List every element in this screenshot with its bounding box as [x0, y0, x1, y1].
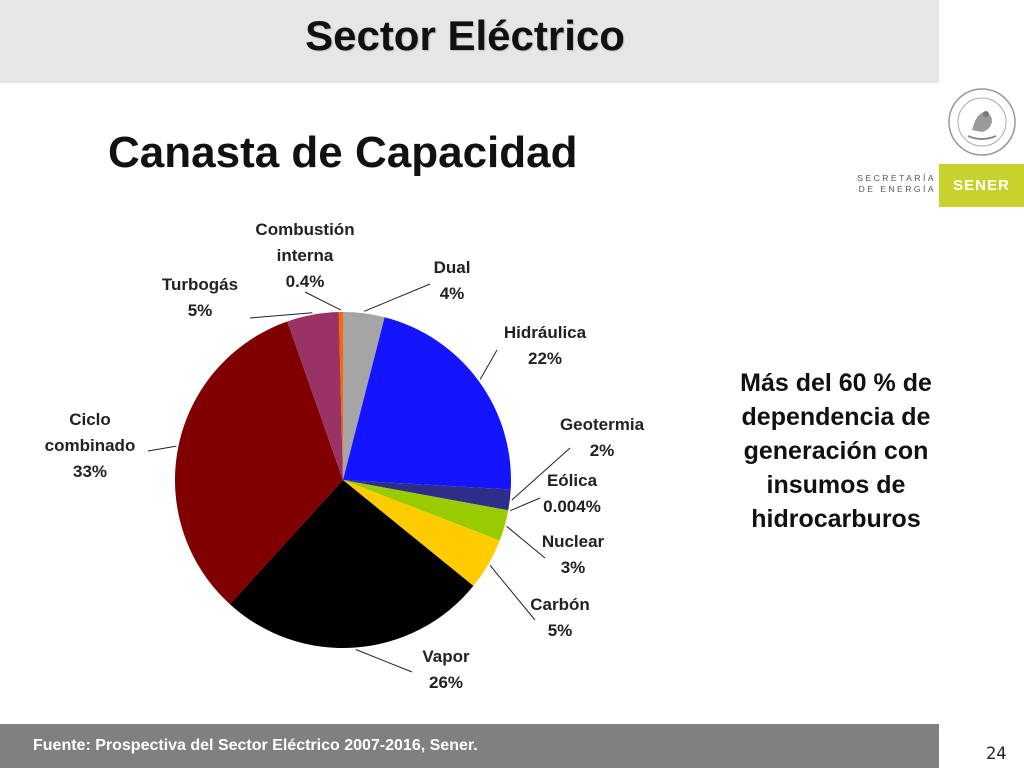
note-line: dependencia de — [741, 403, 931, 431]
sener-logo: SENER — [939, 164, 1024, 207]
pie-label-line: Dual — [434, 258, 471, 277]
note-line: generación con — [743, 437, 929, 465]
pie-slice-turbogás — [287, 312, 343, 480]
leader-line — [249, 312, 313, 319]
note-line: Más del 60 % de — [740, 369, 932, 397]
leader-line — [364, 283, 431, 312]
pie-label-line: Nuclear — [542, 532, 605, 551]
secretaria-line-1: SECRETARÍA — [857, 173, 936, 183]
pie-label-line: Combustión — [255, 220, 354, 239]
pie-label-line: Hidráulica — [504, 323, 587, 342]
note-line: hidrocarburos — [751, 505, 921, 533]
pie-label-line: 5% — [548, 621, 573, 640]
pie-label: Nuclear 3% — [542, 532, 605, 577]
pie-slice-vapor — [229, 480, 474, 648]
leader-line — [489, 565, 536, 621]
pie-label-line: 5% — [188, 301, 213, 320]
pie-label: Ciclo combinado 33% — [45, 410, 136, 481]
leader-line — [304, 291, 342, 311]
pie-label: Combustión interna 0.4% — [255, 220, 354, 291]
pie-label: Hidráulica 22% — [504, 323, 587, 368]
pie-label: Turbogás 5% — [162, 275, 238, 320]
pie-label-line: Eólica — [547, 471, 598, 490]
pie-label-line: Ciclo — [69, 410, 111, 429]
pie-label-line: interna — [277, 246, 334, 265]
leader-line — [479, 349, 498, 380]
pie-slice-geotermia — [343, 480, 511, 511]
pie-label-line: combinado — [45, 436, 136, 455]
hydrocarbon-dependency-note: Más del 60 % de dependencia de generació… — [712, 366, 960, 536]
pie-label-line: 2% — [590, 441, 615, 460]
pie-slice-dual — [343, 312, 385, 480]
pie-slice-hidráulica — [343, 317, 511, 490]
pie-label-line: 22% — [528, 349, 562, 368]
secretaria-de-energia-text: SECRETARÍA DE ENERGÍA — [848, 173, 936, 195]
footer-band — [0, 724, 939, 768]
pie-label: Eólica 0.004% — [543, 471, 601, 516]
pie-slice-nuclear — [343, 480, 509, 541]
pie-label: Dual 4% — [434, 258, 471, 303]
pie-label-line: 33% — [73, 462, 107, 481]
pie-label-line: Carbón — [530, 595, 590, 614]
secretaria-line-2: DE ENERGÍA — [858, 184, 936, 194]
note-line: insumos de — [766, 471, 906, 499]
leader-line — [510, 497, 541, 512]
capacity-pie-chart: Dual 4% Hidráulica 22% Geotermia 2% Eólica 0.00… — [45, 220, 645, 692]
pie-label-line: 0.4% — [286, 272, 325, 291]
mexican-seal-icon — [946, 86, 1018, 158]
leader-line — [506, 525, 546, 559]
pie-slice-eólica — [343, 480, 509, 511]
pie-label-line: Vapor — [422, 647, 470, 666]
pie-label-line: Turbogás — [162, 275, 238, 294]
pie-slice-ciclo-combinado — [175, 321, 343, 605]
header-band — [0, 0, 939, 83]
leader-line — [511, 447, 571, 501]
pie-slice-carbón — [343, 480, 500, 586]
pie-label-line: 4% — [440, 284, 465, 303]
leader-line — [355, 649, 413, 673]
pie-label: Carbón 5% — [530, 595, 590, 640]
pie-label-line: Geotermia — [560, 415, 645, 434]
pie-label-line: 26% — [429, 673, 463, 692]
pie-label-line: 3% — [561, 558, 586, 577]
leader-line — [147, 445, 177, 452]
footer-source: Fuente: Prospectiva del Sector Eléctrico… — [33, 737, 478, 754]
pie-slice-combustión-interna — [338, 312, 343, 480]
slide-title: Canasta de Capacidad — [108, 128, 578, 177]
page-number: 24 — [986, 744, 1007, 764]
pie-label: Geotermia 2% — [560, 415, 645, 460]
pie-label-line: 0.004% — [543, 497, 601, 516]
pie-label: Vapor 26% — [422, 647, 470, 692]
header-title: Sector Eléctrico — [305, 12, 625, 59]
